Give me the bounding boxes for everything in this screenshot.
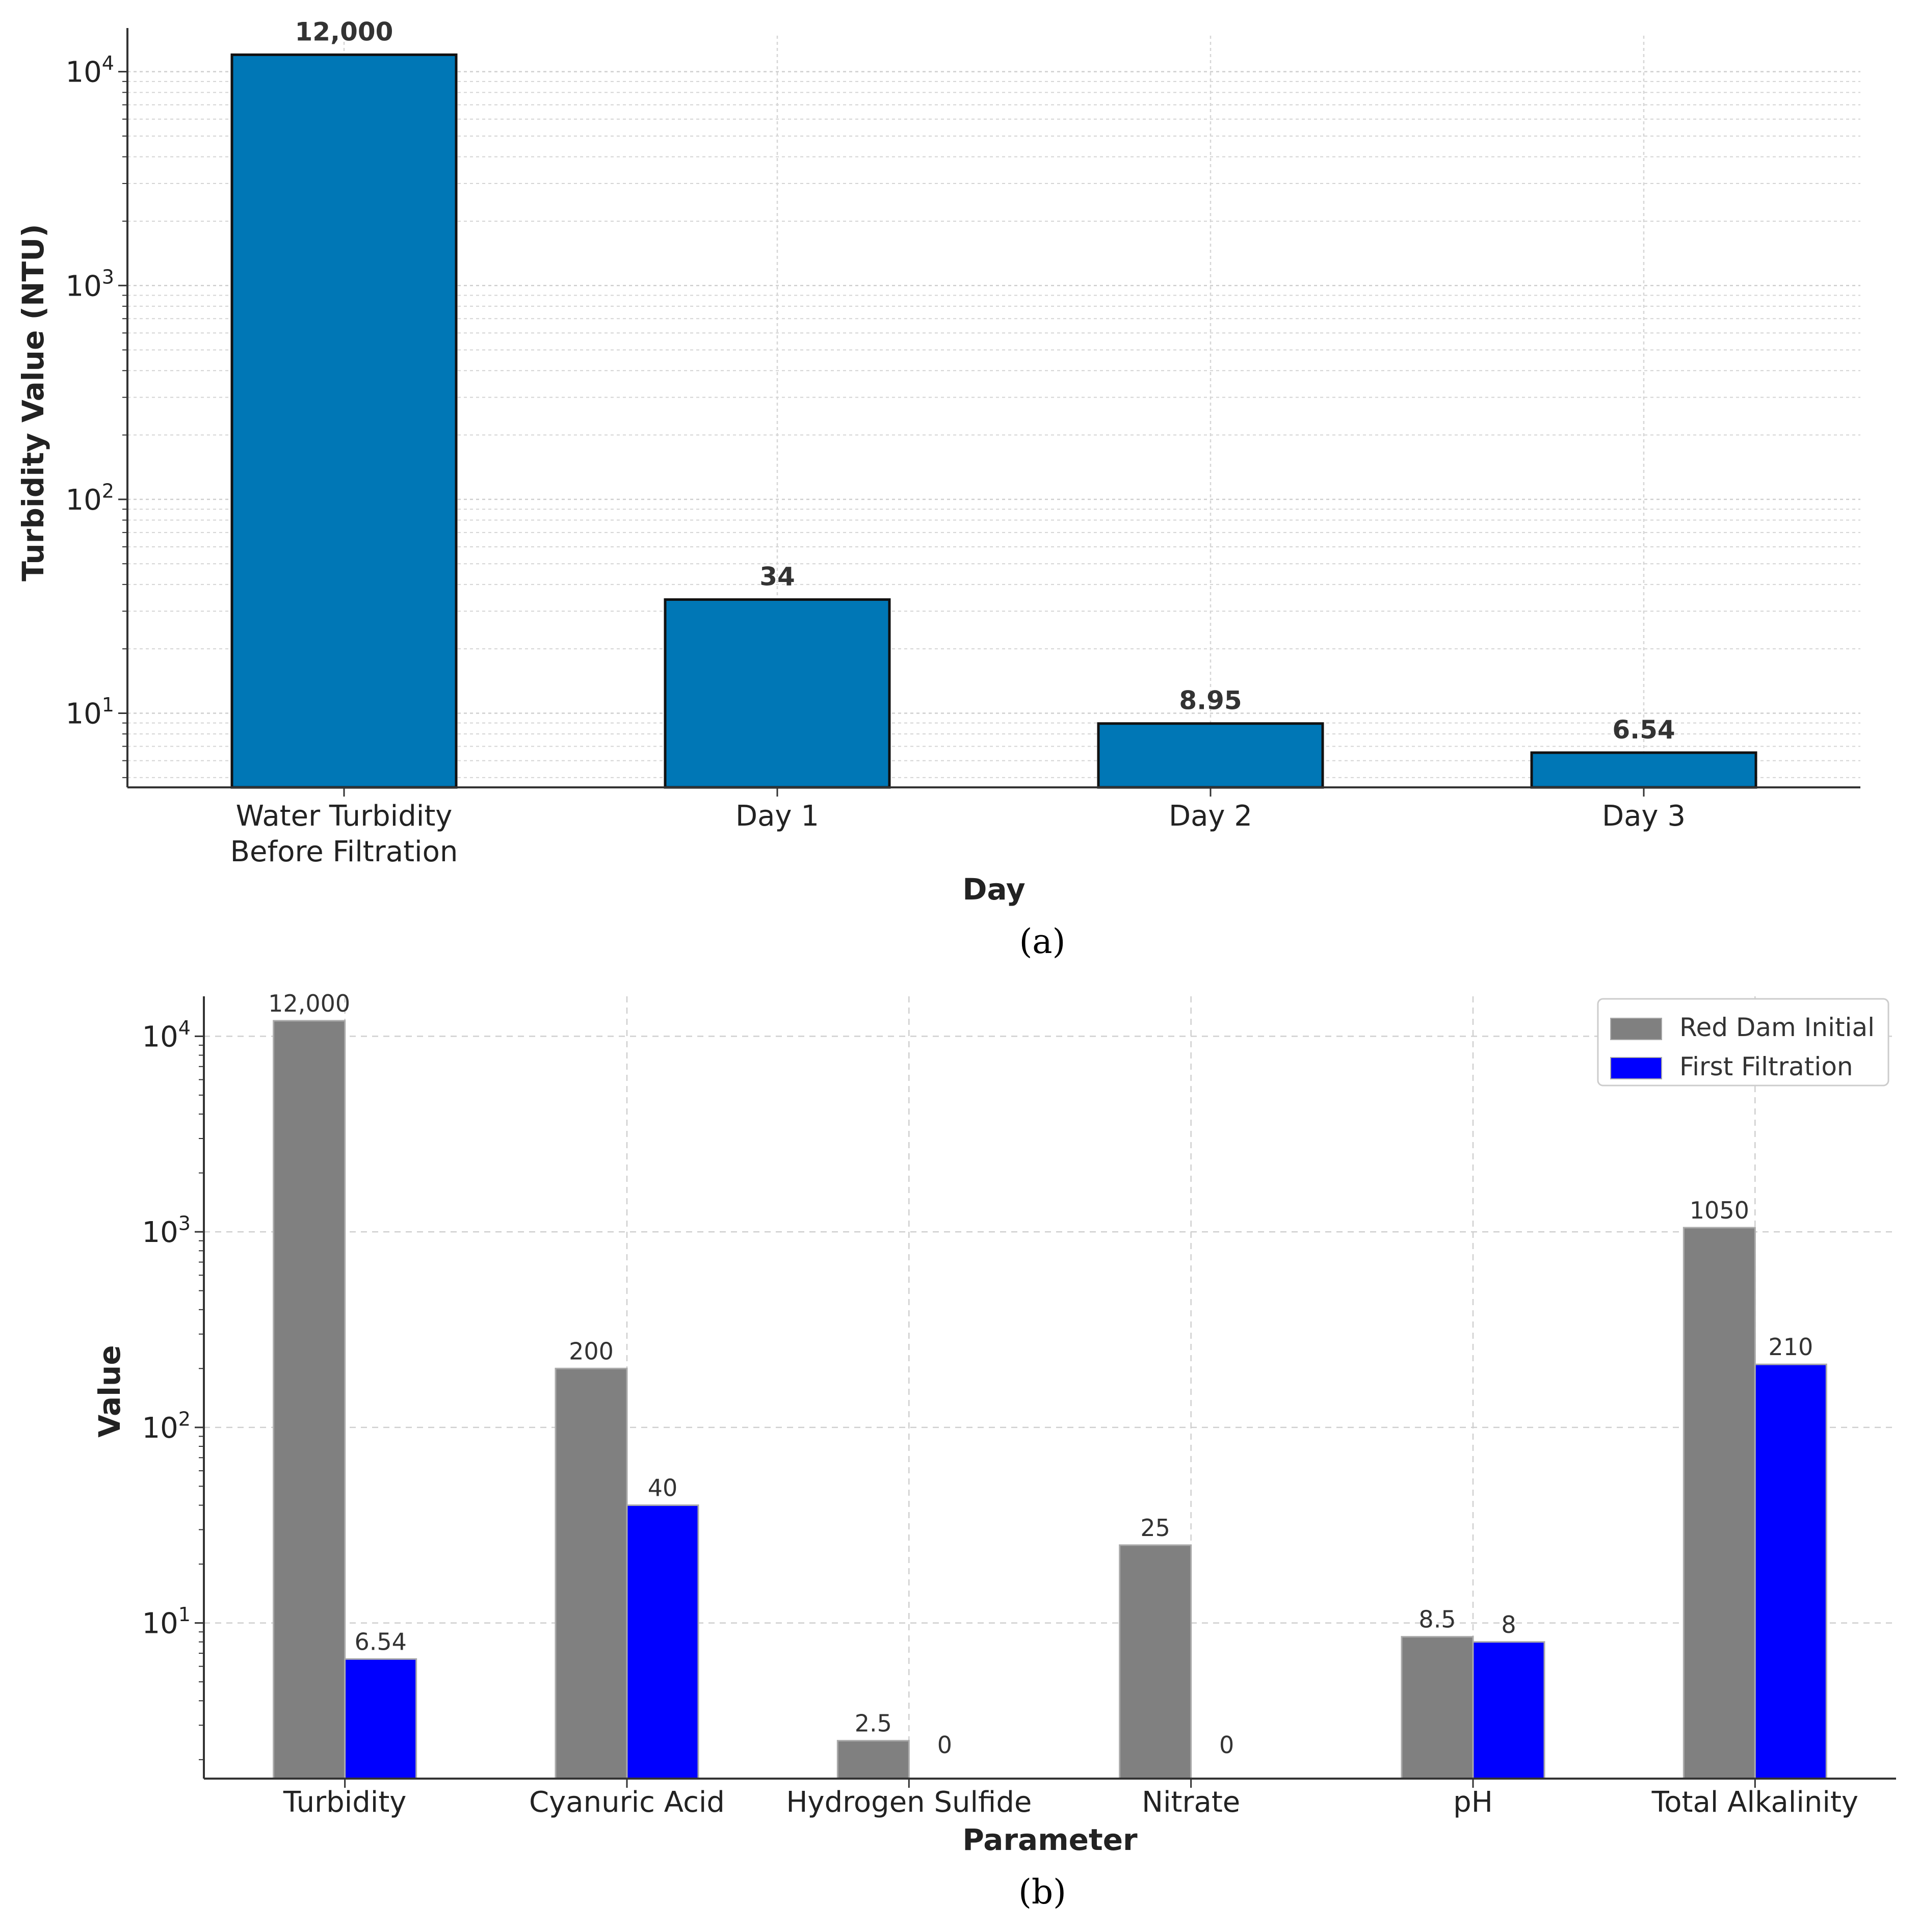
panel-a-y-tick-label: 102 [66,480,115,517]
panel-b-caption-label: (b) [1018,1872,1066,1912]
panel-b-bar-value-label: 25 [1140,1514,1170,1542]
panel-b-bar-value-label: 0 [1219,1731,1234,1759]
panel-b-bar [344,1658,417,1780]
panel-b-bar-value-label: 8.5 [1418,1606,1456,1633]
panel-a-bar-value-label: 34 [759,562,795,591]
panel-b-x-tick-label: Hydrogen Sulfide [786,1786,1032,1819]
panel-a-bar-value-label: 8.95 [1179,686,1242,716]
chart-panel-b: 101 102 103 104 12,000 200 2.5 25 8.5 1050 6.54 40 0… [92,990,1896,1912]
panel-b-x-tick-label: Cyanuric Acid [529,1786,725,1819]
panel-a-x-axis-title: Day [962,872,1025,907]
panel-a-y-axis-title: Turbidity Value (NTU) [16,224,50,581]
panel-a-bar [230,53,458,789]
panel-b-x-axis-title: Parameter [962,1822,1138,1857]
panel-b-bar-value-label: 1050 [1690,1197,1749,1224]
panel-a-x-tick-label: Day 3 [1602,800,1686,833]
panel-b-y-axis-title: Value [92,1345,127,1437]
panel-b-bar-value-label: 12,000 [268,990,350,1017]
chart-panel-a: 101 102 103 104 12,000 Water TurbidityBefore … [16,17,1860,961]
panel-a-x-tick-label: Day 1 [735,800,819,833]
panel-b-y-tick-label: 101 [142,1603,191,1640]
panel-b-bar-value-label: 40 [648,1474,678,1502]
panel-b-bar [555,1367,628,1780]
panel-a-y-tick-label: 101 [66,694,115,731]
panel-a-x-tick-label: Before Filtration [230,835,458,868]
panel-a-bar-value-label: 12,000 [295,17,393,46]
panel-b-bar [1401,1636,1474,1780]
panel-a-bar [1530,751,1757,789]
panel-b-y-tick-label: 103 [142,1212,191,1250]
panel-a-caption-label: (a) [1019,922,1066,961]
panel-b-bar-value-label: 0 [937,1731,952,1759]
panel-a-bar-value-label: 6.54 [1612,715,1675,745]
panel-b-bar-value-label: 6.54 [354,1628,406,1655]
legend-entry-label: Red Dam Initial [1679,1013,1875,1042]
panel-a-bar [664,598,891,789]
panel-a-y-tick-label: 104 [66,52,115,89]
panel-a-x-tick-label: Day 2 [1169,800,1252,833]
panel-b-legend: Red Dam Initial First Filtration [1597,998,1889,1087]
panel-a-bar [1097,722,1324,789]
panel-b-y-tick-label: 104 [142,1017,191,1054]
panel-b-bar-value-label: 200 [569,1337,614,1365]
legend-entry-label: First Filtration [1679,1052,1853,1081]
panel-b-bar-value-label: 210 [1768,1333,1813,1361]
panel-b-bar [1472,1641,1545,1780]
panel-a-y-tick-label: 103 [66,266,115,303]
panel-b-x-tick-label: Total Alkalinity [1651,1786,1858,1819]
panel-b-bar [1683,1227,1756,1780]
legend-swatch [1610,1057,1662,1079]
panel-b-bar [836,1740,910,1780]
panel-b-x-tick-label: Nitrate [1142,1786,1240,1819]
panel-b-bar-value-label: 2.5 [855,1710,892,1737]
panel-b-bar-value-label: 8 [1501,1611,1516,1638]
legend-swatch [1610,1018,1662,1040]
panel-b-bar [273,1020,346,1780]
panel-b-bar [1754,1363,1827,1780]
panel-b-bar [626,1504,699,1780]
legend-box [1597,998,1889,1087]
panel-b-bar [1119,1544,1192,1780]
panel-a-x-tick-label: Water Turbidity [236,800,453,833]
panel-b-y-tick-label: 102 [142,1408,191,1445]
panel-b-x-tick-label: Turbidity [283,1786,407,1819]
panel-b-x-tick-label: pH [1453,1786,1493,1819]
